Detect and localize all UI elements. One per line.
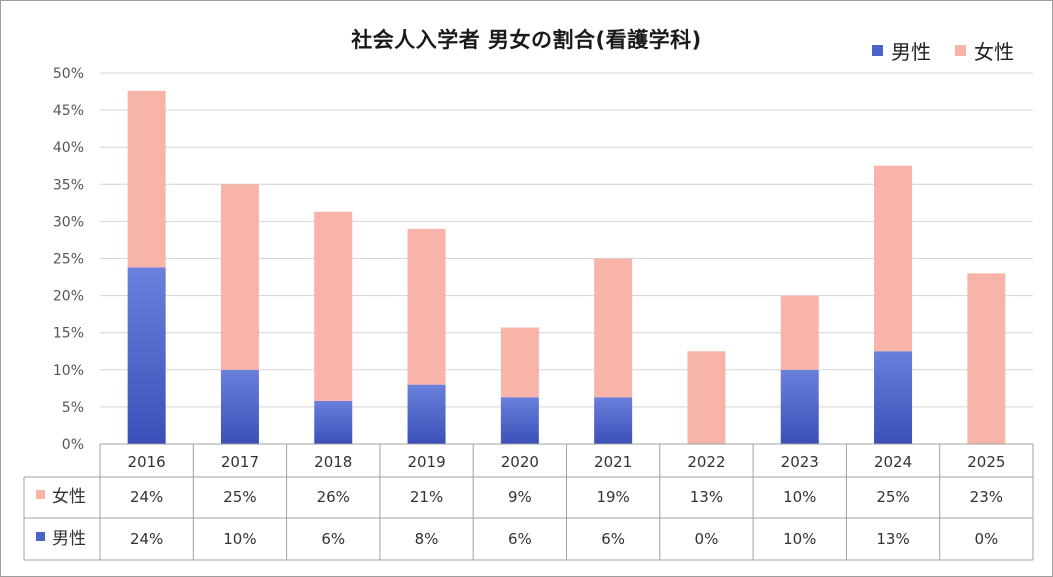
x-tick-label: 2018 [314, 453, 352, 471]
bar-female [220, 184, 259, 370]
table-cell-female: 13% [690, 488, 723, 506]
table-row-header-female: 女性 [52, 487, 86, 507]
table-cell-male: 0% [974, 530, 998, 548]
legend-item-male: 男性 [872, 36, 931, 65]
table-cell-male: 6% [321, 530, 345, 548]
table-cell-male: 0% [695, 530, 719, 548]
x-tick-label: 2020 [501, 453, 539, 471]
table-cell-female: 9% [508, 488, 532, 506]
table-cell-female: 21% [410, 488, 443, 506]
table-cell-male: 6% [508, 530, 532, 548]
y-tick-label: 10% [53, 363, 84, 379]
bar-male [127, 267, 166, 444]
x-tick-label: 2019 [407, 453, 445, 471]
bar-male [220, 369, 259, 444]
legend-swatch-male [872, 45, 883, 56]
legend-label-male: 男性 [891, 40, 931, 64]
legend-item-female: 女性 [955, 36, 1014, 65]
bar-female [874, 165, 913, 352]
table-legend-key-male [36, 532, 45, 541]
x-tick-label: 2021 [594, 453, 632, 471]
table-cell-female: 19% [596, 488, 629, 506]
table-cell-male: 8% [415, 530, 439, 548]
bar-female [127, 90, 166, 268]
table-cell-female: 24% [130, 488, 163, 506]
y-tick-label: 25% [53, 252, 84, 268]
x-tick-label: 2022 [687, 453, 725, 471]
bar-male [594, 397, 633, 444]
legend-swatch-female [955, 45, 966, 56]
y-tick-label: 35% [53, 177, 84, 193]
y-tick-label: 45% [53, 103, 84, 119]
x-tick-label: 2023 [781, 453, 819, 471]
bar-female [594, 258, 633, 398]
table-row-header-male: 男性 [52, 529, 86, 549]
table-cell-female: 25% [876, 488, 909, 506]
y-tick-label: 30% [53, 214, 84, 230]
bar-female [314, 211, 353, 401]
bar-female [967, 273, 1006, 444]
table-cell-female: 26% [317, 488, 350, 506]
bar-male [780, 369, 819, 444]
table-legend-key-female [36, 490, 45, 499]
bar-female [500, 327, 539, 398]
x-tick-label: 2025 [967, 453, 1005, 471]
y-tick-label: 15% [53, 326, 84, 342]
table-cell-male: 6% [601, 530, 625, 548]
bar-male [874, 351, 913, 444]
bar-male [407, 384, 446, 444]
chart-title: 社会人入学者 男女の割合(看護学科) [351, 28, 702, 52]
y-tick-label: 0% [62, 437, 84, 453]
table-cell-male: 13% [876, 530, 909, 548]
table-cell-male: 10% [783, 530, 816, 548]
legend-label-female: 女性 [974, 40, 1014, 64]
table-cell-male: 10% [223, 530, 256, 548]
table-cell-male: 24% [130, 530, 163, 548]
y-tick-label: 20% [53, 289, 84, 305]
bar-female [780, 295, 819, 370]
bar-male [500, 397, 539, 444]
y-tick-label: 50% [53, 66, 84, 82]
x-tick-label: 2016 [128, 453, 166, 471]
table-cell-female: 23% [970, 488, 1003, 506]
table-cell-female: 25% [223, 488, 256, 506]
y-tick-label: 5% [62, 400, 84, 416]
x-tick-label: 2017 [221, 453, 259, 471]
bar-female [687, 351, 726, 444]
bar-female [407, 228, 446, 385]
y-tick-label: 40% [53, 140, 84, 156]
x-tick-label: 2024 [874, 453, 912, 471]
bar-male [314, 400, 353, 444]
table-cell-female: 10% [783, 488, 816, 506]
